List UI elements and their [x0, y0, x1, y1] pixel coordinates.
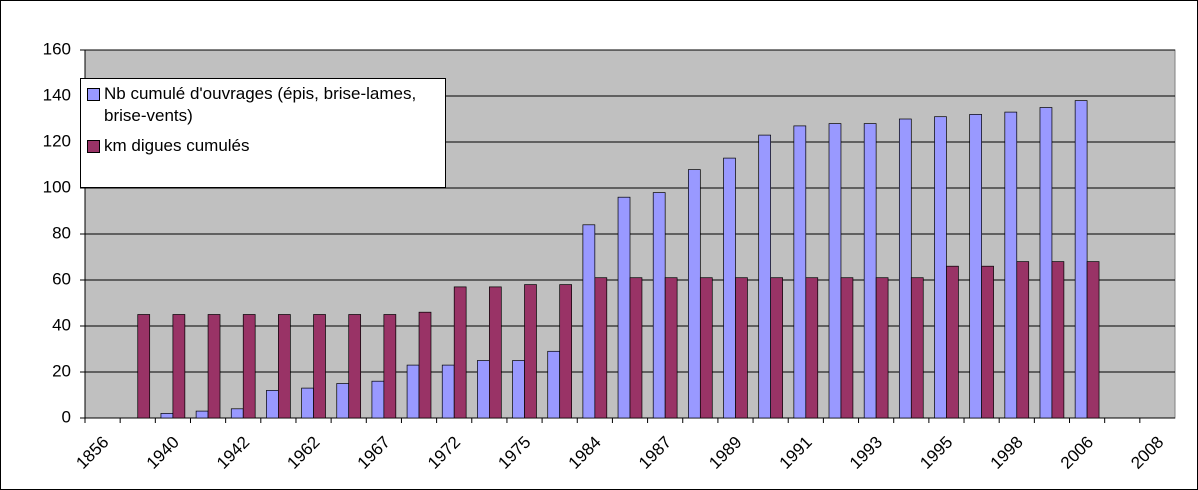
bar	[594, 277, 608, 419]
bar	[441, 364, 455, 419]
bar	[242, 314, 256, 419]
bar	[629, 277, 643, 419]
bar	[313, 314, 326, 419]
bar	[898, 118, 912, 419]
legend: Nb cumulé d'ouvrages (épis, brise-lames,…	[80, 78, 446, 188]
bar	[723, 157, 736, 419]
y-tick-label: 100	[43, 177, 71, 196]
bar	[1004, 111, 1018, 419]
bar	[489, 286, 502, 419]
y-tick-label: 120	[43, 131, 71, 150]
bar	[371, 380, 385, 419]
bar	[946, 265, 959, 419]
bar	[230, 408, 244, 419]
bar	[582, 224, 596, 419]
bar	[688, 169, 701, 419]
bar	[418, 311, 432, 419]
bar	[758, 134, 771, 419]
bar	[195, 410, 209, 419]
y-tick-label: 20	[52, 361, 71, 380]
bar	[875, 277, 889, 419]
bar	[137, 314, 151, 419]
bar	[793, 125, 807, 419]
bar	[699, 277, 713, 419]
bar	[981, 265, 994, 419]
bar	[172, 314, 186, 419]
bar	[735, 277, 748, 419]
y-tick-label: 160	[43, 39, 71, 58]
bar	[559, 284, 572, 419]
legend-entry: Nb cumulé d'ouvrages (épis, brise-lames,…	[87, 83, 439, 127]
bar	[512, 360, 525, 419]
legend-swatch	[87, 88, 100, 101]
bar	[969, 114, 982, 419]
bar	[828, 123, 842, 419]
bar	[840, 277, 854, 419]
bar	[1039, 107, 1053, 419]
bar	[910, 277, 924, 419]
bar	[770, 277, 783, 419]
bar	[934, 116, 947, 419]
bar	[160, 413, 174, 419]
bar	[617, 196, 631, 419]
bar	[336, 383, 350, 419]
bar	[1051, 261, 1065, 419]
bar	[477, 360, 490, 419]
y-tick-label: 40	[52, 315, 71, 334]
bar	[1074, 100, 1088, 419]
bar	[348, 314, 362, 419]
y-tick-label: 80	[52, 223, 71, 242]
bar	[664, 277, 678, 419]
bar	[805, 277, 819, 419]
bar	[406, 364, 420, 419]
bar	[1016, 261, 1030, 419]
bar	[863, 123, 877, 419]
bar	[1086, 261, 1100, 419]
legend-swatch	[87, 140, 100, 153]
bar	[524, 284, 537, 419]
bar	[301, 387, 314, 419]
y-tick-label: 0	[62, 407, 71, 426]
bar	[453, 286, 467, 419]
bar	[266, 390, 279, 419]
legend-entry: km digues cumulés	[87, 135, 439, 157]
legend-label: Nb cumulé d'ouvrages (épis, brise-lames,…	[104, 84, 417, 125]
y-tick-label: 140	[43, 85, 71, 104]
bar	[383, 314, 397, 419]
legend-label: km digues cumulés	[104, 136, 250, 155]
bar	[207, 314, 221, 419]
bar	[278, 314, 291, 419]
bar	[547, 350, 561, 419]
y-tick-label: 60	[52, 269, 71, 288]
bar	[652, 192, 666, 419]
